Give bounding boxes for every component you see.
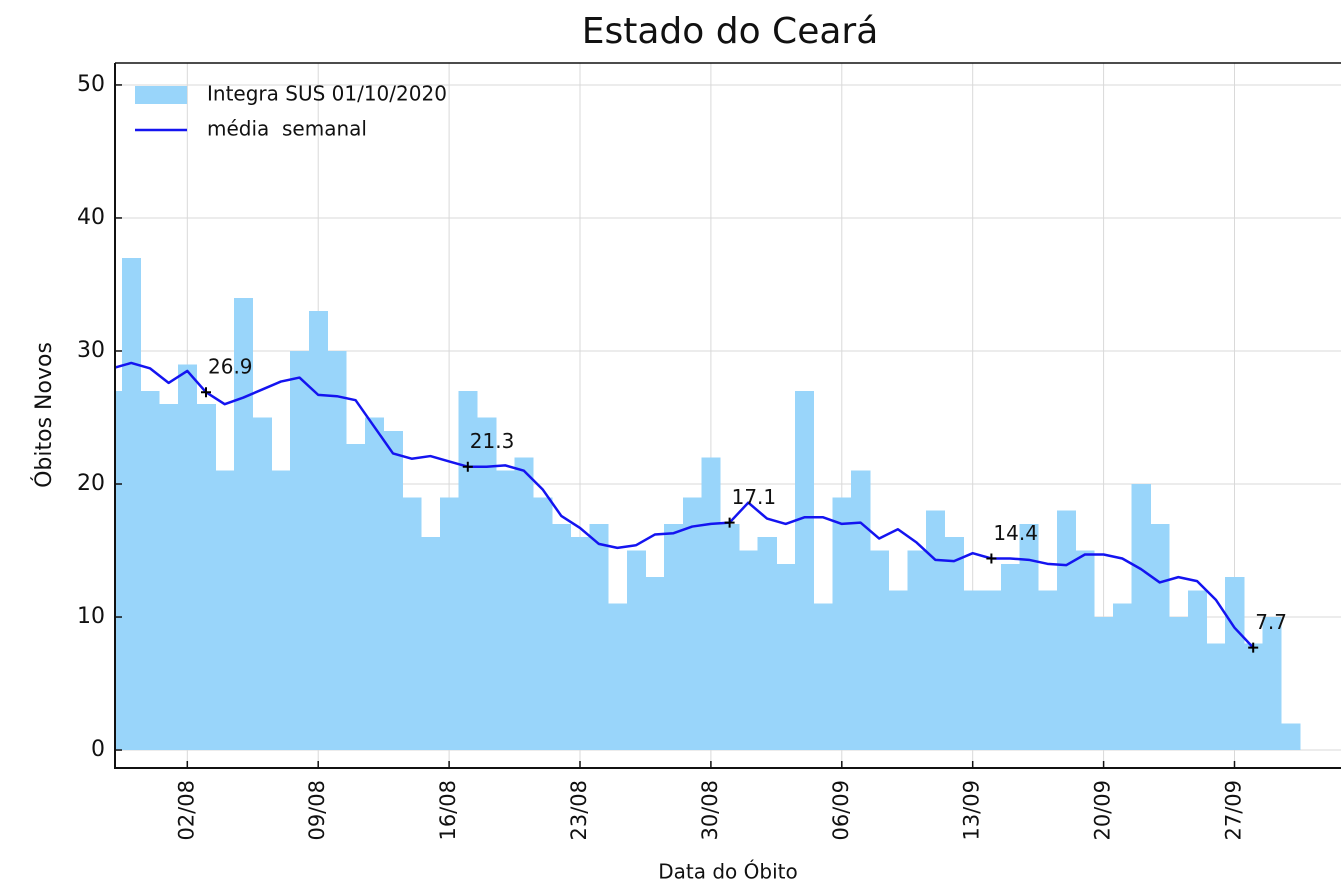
- bar: [551, 523, 572, 751]
- y-tick-label: 40: [77, 205, 105, 230]
- bar: [1281, 723, 1301, 751]
- bar: [963, 590, 983, 751]
- bar: [907, 550, 927, 751]
- bar: [982, 590, 1002, 751]
- chart-title: Estado do Ceará: [582, 11, 879, 52]
- x-tick-label: 20/09: [1091, 780, 1115, 841]
- bar: [159, 404, 179, 751]
- line: [115, 361, 1255, 649]
- legend-label: média semanal: [207, 117, 367, 141]
- annotation-marker: [724, 517, 735, 528]
- annotation-label: 7.7: [1255, 610, 1287, 634]
- x-tick-label: 16/08: [436, 780, 460, 841]
- bar: [869, 550, 889, 751]
- bar: [533, 497, 553, 751]
- x-tick-label: 27/09: [1222, 780, 1246, 841]
- x-axis-label: Data do Óbito: [658, 860, 797, 884]
- bar: [458, 390, 478, 751]
- bar: [701, 457, 721, 751]
- bar: [888, 590, 908, 751]
- bar: [851, 470, 871, 751]
- bar: [364, 417, 385, 751]
- bar: [776, 563, 796, 751]
- x-tick-label: 30/08: [698, 780, 722, 841]
- bar: [1112, 603, 1133, 751]
- bar: [925, 510, 946, 751]
- annotation-marker: [201, 387, 211, 398]
- bar: [1262, 617, 1282, 751]
- bar: [1169, 617, 1189, 751]
- bar: [645, 577, 665, 751]
- bar: [757, 537, 777, 751]
- bar: [1187, 590, 1207, 751]
- bar: [1019, 523, 1039, 751]
- bar: [795, 390, 815, 751]
- bar: [115, 390, 123, 751]
- bar: [327, 350, 347, 751]
- bar: [383, 430, 403, 751]
- bar: [1038, 590, 1058, 751]
- bar: [402, 497, 422, 751]
- x-tick-label: 02/08: [174, 780, 198, 841]
- bar: [570, 537, 590, 751]
- bar: [682, 497, 702, 751]
- bar: [1243, 643, 1263, 751]
- bar: [589, 523, 609, 751]
- bar: [290, 350, 310, 751]
- x-tick-label: 09/08: [305, 780, 329, 841]
- bar: [1131, 484, 1151, 751]
- annotation-marker: [462, 461, 473, 472]
- bar: [308, 311, 328, 751]
- bar: [234, 297, 254, 751]
- bar: [1056, 510, 1076, 751]
- annotation-label: 14.4: [993, 521, 1038, 545]
- bar: [720, 523, 740, 751]
- bar: [944, 537, 964, 751]
- bar: [177, 364, 198, 751]
- y-tick-label: 10: [77, 604, 105, 629]
- bar: [1150, 523, 1170, 751]
- annotation-label: 26.9: [208, 355, 253, 379]
- bar: [252, 417, 272, 751]
- bar: [346, 444, 366, 751]
- legend-swatch: [135, 86, 187, 104]
- bar: [664, 523, 684, 751]
- bar: [1094, 617, 1114, 751]
- bar: [608, 603, 628, 751]
- legend-label: Integra SUS 01/10/2020: [207, 82, 447, 106]
- bar: [1206, 643, 1226, 751]
- bar: [813, 603, 833, 751]
- bar: [421, 537, 441, 751]
- bar: [140, 390, 160, 751]
- annotation-marker: [986, 553, 997, 564]
- bar: [832, 497, 852, 751]
- bar: [271, 470, 291, 751]
- y-tick-label: 20: [77, 471, 105, 496]
- annotation-marker: [1248, 642, 1259, 653]
- bar: [1225, 577, 1245, 751]
- bar: [439, 497, 459, 751]
- bar: [738, 550, 759, 751]
- x-tick-label: 06/09: [829, 780, 853, 841]
- bar: [626, 550, 646, 751]
- y-tick-label: 30: [77, 338, 105, 363]
- bar: [1000, 563, 1020, 751]
- x-tick-label: 23/08: [567, 780, 591, 841]
- bar: [514, 457, 534, 751]
- annotation-label: 17.1: [732, 485, 777, 509]
- bar: [196, 404, 216, 751]
- axis-frame: [114, 63, 1341, 769]
- bar: [121, 257, 141, 751]
- bar: [495, 470, 515, 751]
- y-axis-label: Óbitos Novos: [31, 342, 57, 488]
- bar: [1075, 550, 1095, 751]
- bar: [477, 417, 497, 751]
- bar: [215, 470, 235, 751]
- annotation-label: 21.3: [470, 429, 515, 453]
- x-tick-label: 13/09: [960, 780, 984, 841]
- y-tick-label: 0: [91, 737, 105, 762]
- y-tick-label: 50: [77, 72, 105, 97]
